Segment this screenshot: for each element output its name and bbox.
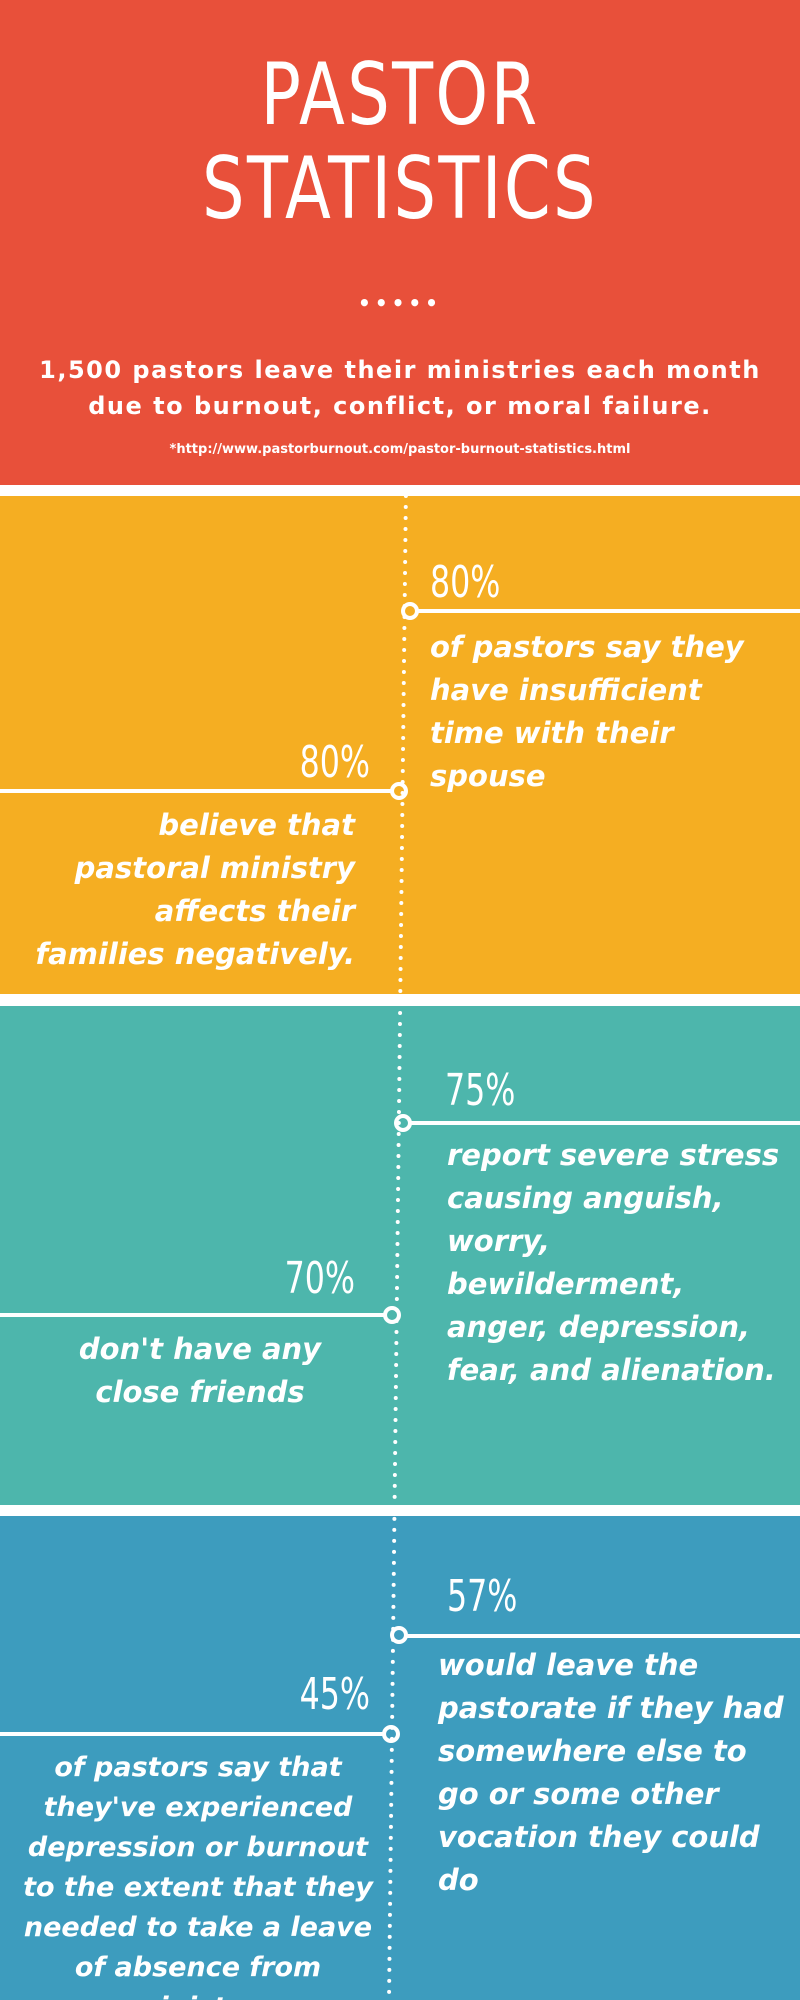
page-title: PASTOR STATISTICS: [88, 48, 712, 236]
dots-divider: •••••: [358, 291, 442, 315]
stat-description: believe that pastoral ministry affects t…: [35, 808, 355, 971]
stat-band-blue: 57% would leave the pastorate if they ha…: [0, 1516, 800, 2000]
timeline-node: [390, 782, 408, 800]
stat-line: [0, 1732, 390, 1736]
stat-description: of pastors say they have insufficient ti…: [430, 630, 744, 793]
stat-band-yellow: 80% of pastors say they have insufficien…: [0, 496, 800, 994]
stat-description: don't have any close friends: [78, 1332, 322, 1409]
stat-description: report severe stress causing anguish, wo…: [447, 1138, 780, 1387]
source-citation: *http://www.pastorburnout.com/pastor-bur…: [169, 442, 631, 457]
stat-description: of pastors say that they've experienced …: [23, 1752, 373, 2000]
stat-percent: 75%: [445, 1065, 516, 1116]
stat-percent: 80%: [430, 557, 501, 608]
stat-line: [405, 1121, 800, 1125]
header-band: PASTOR STATISTICS ••••• 1,500 pastors le…: [0, 0, 800, 485]
stat-percent: 57%: [447, 1571, 518, 1622]
title-line-1: PASTOR: [260, 45, 540, 145]
stat-description: would leave the pastorate if they had so…: [438, 1648, 784, 1897]
timeline-dots: [387, 485, 408, 2000]
stat-percent: 45%: [299, 1669, 370, 1720]
subtitle: 1,500 pastors leave their ministries eac…: [39, 356, 761, 420]
title-line-2: STATISTICS: [202, 139, 598, 239]
stat-percent: 80%: [299, 737, 370, 788]
stat-line: [0, 789, 395, 793]
stat-line: [0, 1313, 390, 1317]
stat-line: [400, 1634, 800, 1638]
stat-line: [410, 609, 800, 613]
stat-percent: 70%: [284, 1253, 355, 1304]
timeline-node: [394, 1114, 412, 1132]
